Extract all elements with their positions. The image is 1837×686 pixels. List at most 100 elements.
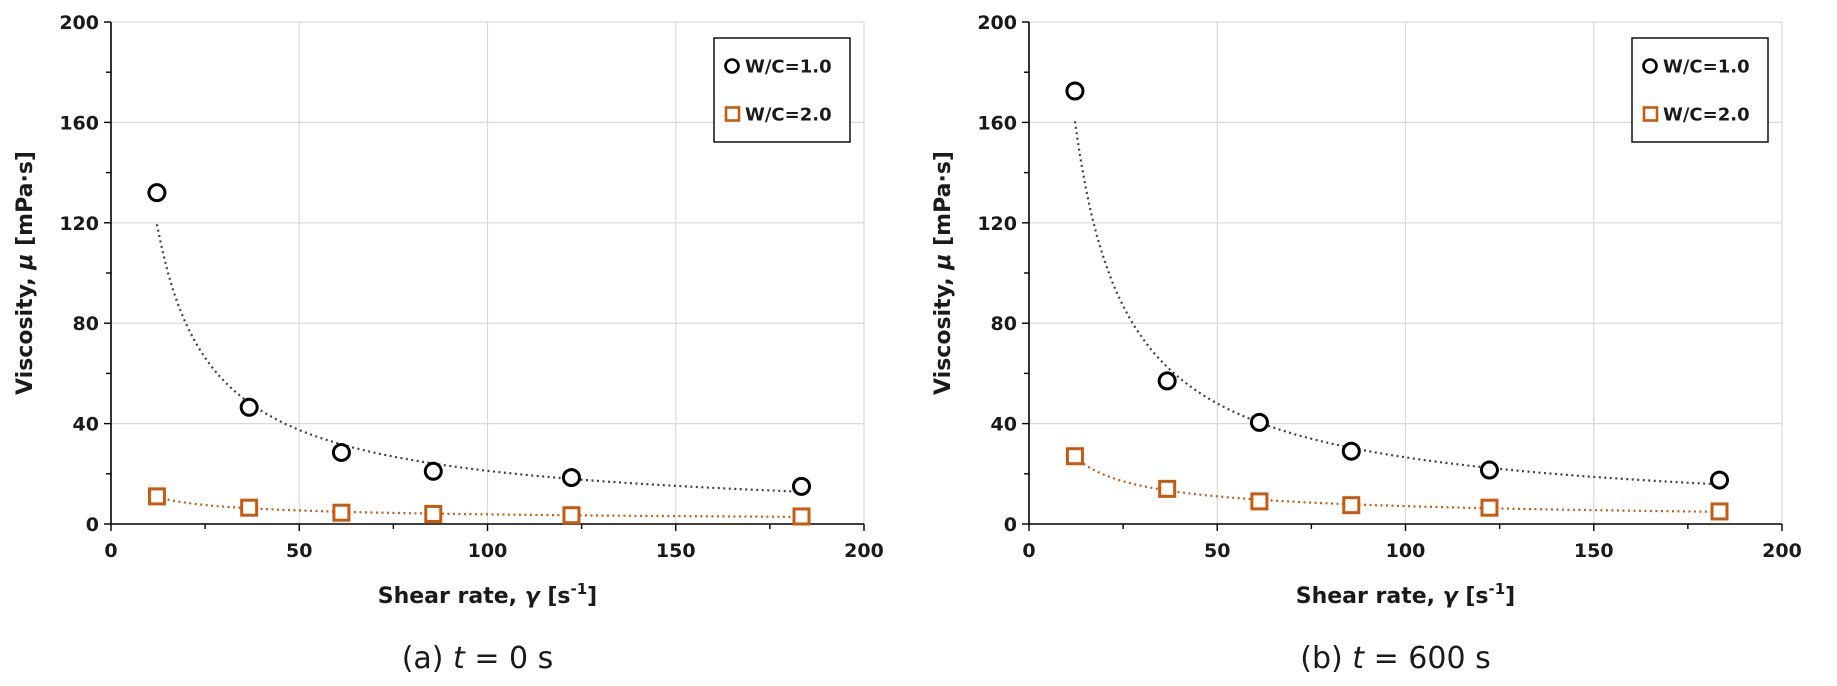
y-axis-label-text: Viscosity, [931,270,956,395]
x-axis-label-symbol: γ [525,584,542,609]
x-axis-label-symbol: γ [1443,584,1460,609]
caption-var: t [1352,641,1365,676]
data-point-square [1158,479,1177,498]
x-tick-label: 100 [1386,540,1426,562]
y-axis-label: Viscosity, μ [mPa·s] [931,151,956,395]
y-axis-label-unit: [mPa·s] [13,151,38,254]
data-point-circle [147,183,167,203]
data-point-square [240,498,259,517]
y-tick-label: 200 [977,12,1017,34]
data-point-square [792,507,811,526]
panel-caption: (a) t = 0 s [402,641,554,676]
legend: W/C=1.0 W/C=2.0 [713,37,851,143]
series-2 [1065,447,1729,521]
x-axis-label-end: ] [1505,584,1515,609]
x-tick-label: 150 [1574,540,1614,562]
caption-label: (b) [1300,641,1352,676]
x-axis-label-unit: [s [540,584,571,609]
viscosity-chart-a: 0 50 100 150 200 0 40 80 120 160 200 Shear rate, γ … [13,12,884,676]
caption-label: (a) [402,641,453,676]
x-tick-label: 200 [844,540,884,562]
legend-marker-square [1642,106,1659,122]
legend-marker-circle [724,58,740,74]
y-tick-label: 40 [991,414,1017,436]
data-point-square [332,503,351,522]
data-point-square [1480,498,1499,517]
viscosity-chart-b: 0 50 100 150 200 0 40 80 120 160 200 Shear rate, γ … [931,12,1802,676]
series-1 [1065,81,1730,490]
y-tick-label: 160 [977,112,1017,134]
data-point-circle [561,468,581,488]
x-tick-label: 50 [286,540,312,562]
axes: 0 50 100 150 200 0 40 80 120 160 200 [59,12,884,562]
caption-var: t [453,641,466,676]
x-axis-label-text: Shear rate, [1296,584,1443,609]
trend-line-series-1 [155,224,802,493]
y-tick-label: 160 [59,112,99,134]
y-tick-label: 40 [73,414,99,436]
x-tick-label: 200 [1762,540,1802,562]
x-axis-label-end: ] [587,584,597,609]
data-point-circle [1157,371,1177,391]
x-tick-label: 100 [468,540,508,562]
y-tick-label: 0 [86,514,99,536]
legend-marker-square [724,106,741,122]
data-point-square [424,504,443,523]
legend-label: W/C=2.0 [1663,105,1750,126]
data-point-circle [1710,470,1730,490]
data-point-circle [239,397,259,417]
panel-caption: (b) t = 600 s [1300,641,1490,676]
x-axis-label: Shear rate, γ [s-1] [1296,580,1515,609]
x-axis-label-unit: [s [1458,584,1489,609]
data-point-circle [1341,441,1361,461]
legend-box [713,37,851,143]
y-tick-label: 120 [977,213,1017,235]
x-tick-label: 0 [1022,540,1035,562]
y-tick-label: 0 [1004,514,1017,536]
data-point-circle [1479,460,1499,480]
data-point-square [1342,496,1361,515]
x-tick-label: 150 [656,540,696,562]
y-axis-label-unit: [mPa·s] [931,151,956,254]
data-point-circle [1249,412,1269,432]
data-point-circle [792,476,812,496]
series-1 [147,183,812,496]
data-point-circle [423,461,443,481]
data-point-square [1250,492,1269,511]
data-point-circle [331,442,351,462]
data-point-square [147,487,166,506]
x-axis-label-sup: -1 [1489,580,1506,598]
legend-label: W/C=1.0 [1663,57,1750,78]
axes: 0 50 100 150 200 0 40 80 120 160 200 [977,12,1802,562]
y-tick-label: 80 [73,313,99,335]
data-point-square [562,506,581,525]
grid-lines [111,21,865,524]
caption-value: = 600 s [1364,641,1491,676]
y-tick-label: 80 [991,313,1017,335]
legend-box [1631,37,1769,143]
series-2 [147,487,811,526]
y-axis-label-text: Viscosity, [13,270,38,395]
data-point-square [1710,502,1729,521]
x-tick-label: 50 [1204,540,1230,562]
y-axis-label-symbol: μ [13,254,38,271]
data-point-circle [1065,81,1085,101]
chart-panel-a: 0 50 100 150 200 0 40 80 120 160 200 Shear rate, γ … [0,0,918,681]
legend-label: W/C=1.0 [745,57,832,78]
caption-value: = 0 s [465,641,553,676]
chart-panel-b: 0 50 100 150 200 0 40 80 120 160 200 Shear rate, γ … [918,0,1836,681]
x-tick-label: 0 [104,540,117,562]
legend: W/C=1.0 W/C=2.0 [1631,37,1769,143]
y-axis-label-symbol: μ [931,254,956,271]
y-axis-label: Viscosity, μ [mPa·s] [13,151,38,395]
y-tick-label: 120 [59,213,99,235]
x-axis-label: Shear rate, γ [s-1] [378,580,597,609]
y-tick-label: 200 [59,12,99,34]
trend-line-series-1 [1073,121,1720,486]
legend-label: W/C=2.0 [745,105,832,126]
data-point-square [1065,447,1084,466]
x-axis-label-sup: -1 [571,580,588,598]
legend-marker-circle [1642,58,1658,74]
trend-line-series-2 [1074,456,1720,513]
x-axis-label-text: Shear rate, [378,584,525,609]
